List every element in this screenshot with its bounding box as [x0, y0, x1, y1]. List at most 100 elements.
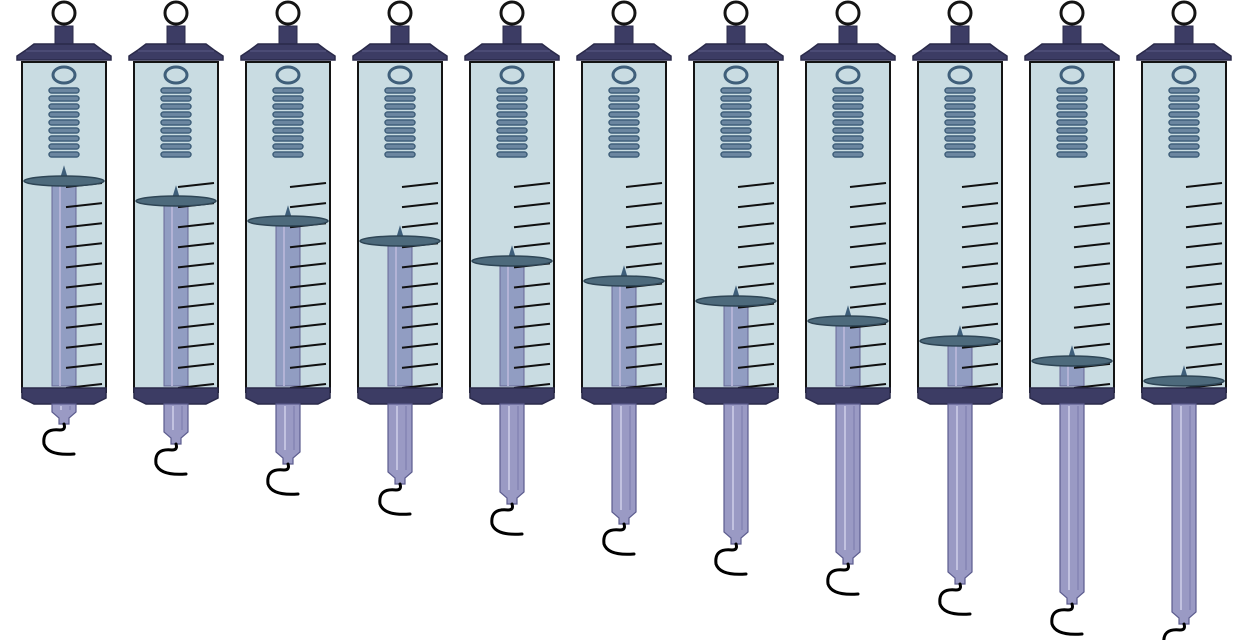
scale-tick: [849, 362, 887, 369]
top-cap: [464, 43, 560, 61]
scale-tick: [1185, 302, 1223, 309]
spring-coil: [720, 135, 752, 142]
scale-tick: [513, 242, 551, 249]
inner-rod: [723, 303, 749, 387]
scale-tick: [289, 362, 327, 369]
inner-rod: [947, 343, 973, 387]
spring-coil: [272, 119, 304, 126]
scale-tick: [177, 282, 215, 289]
top-cap: [576, 43, 672, 61]
hook: [42, 422, 76, 456]
spring-coil: [944, 127, 976, 134]
spring-coil: [496, 151, 528, 158]
cap-neck: [54, 25, 74, 45]
spring-coil: [272, 151, 304, 158]
scale-tick: [1185, 222, 1223, 229]
spring-coil: [160, 111, 192, 118]
scale-tick: [849, 342, 887, 349]
top-ring: [51, 0, 77, 26]
spring-coil: [272, 135, 304, 142]
scale-tick: [849, 202, 887, 209]
scale-tick: [65, 262, 103, 269]
hook: [154, 442, 188, 476]
bottom-cap: [1141, 387, 1227, 405]
scale-tick: [737, 202, 775, 209]
spring-coil: [1056, 119, 1088, 126]
bottom-cap: [1029, 387, 1115, 405]
scale-tick: [737, 262, 775, 269]
scale-tick: [737, 242, 775, 249]
spring-coil: [944, 135, 976, 142]
scale-tick: [1073, 282, 1111, 289]
spring-coil: [496, 135, 528, 142]
spring-ring: [1171, 65, 1197, 85]
top-cap: [352, 43, 448, 61]
scale-tick: [1073, 262, 1111, 269]
spring-coil: [720, 103, 752, 110]
bottom-cap: [133, 387, 219, 405]
plunger-disc: [359, 235, 441, 247]
spring-coil: [1168, 143, 1200, 150]
plunger-disc: [1143, 375, 1225, 387]
spring-coil: [832, 103, 864, 110]
spring-coil: [1056, 103, 1088, 110]
scale-tick: [1185, 262, 1223, 269]
spring-coil: [48, 87, 80, 94]
bottom-cap: [357, 387, 443, 405]
spring-coil: [48, 135, 80, 142]
spring-coil: [608, 127, 640, 134]
scale-tick: [1185, 322, 1223, 329]
spring-coil: [944, 111, 976, 118]
bottom-cap: [917, 387, 1003, 405]
spring-coil: [272, 87, 304, 94]
spring-coil: [160, 151, 192, 158]
spring-coil: [384, 143, 416, 150]
cap-neck: [278, 25, 298, 45]
scale-tick: [401, 362, 439, 369]
spring-coil: [1168, 87, 1200, 94]
top-cap: [912, 43, 1008, 61]
scale-tick: [1073, 182, 1111, 188]
scale-tick: [961, 322, 999, 329]
scale-tick: [625, 302, 663, 309]
scale-tick: [401, 262, 439, 269]
scale-tick: [1073, 242, 1111, 249]
spring-scale-10: [1024, 0, 1120, 636]
spring-coil: [1168, 103, 1200, 110]
scale-tick: [961, 182, 999, 188]
spring-coil: [944, 95, 976, 102]
plunger-disc: [247, 215, 329, 227]
spring-coil: [1168, 151, 1200, 158]
spring-coil: [1056, 135, 1088, 142]
top-cap: [1024, 43, 1120, 61]
spring-coil: [48, 119, 80, 126]
hook: [1162, 622, 1186, 640]
scale-tick: [1073, 202, 1111, 209]
scale-tick: [401, 302, 439, 309]
scale-tick: [401, 322, 439, 329]
spring-scale-2: [128, 0, 224, 476]
spring-ring: [723, 65, 749, 85]
spring-coil: [496, 127, 528, 134]
inner-rod: [611, 283, 637, 387]
pull-rod: [1171, 403, 1197, 625]
cap-neck: [166, 25, 186, 45]
pull-rod: [835, 403, 861, 565]
spring-coil: [160, 119, 192, 126]
spring-coil: [160, 95, 192, 102]
spring-coil: [384, 127, 416, 134]
scale-tick: [1185, 242, 1223, 249]
scale-tick: [849, 182, 887, 188]
spring-coil: [720, 143, 752, 150]
scale-tick: [1073, 222, 1111, 229]
spring-coil: [944, 143, 976, 150]
spring-coil: [48, 103, 80, 110]
spring-coil: [832, 111, 864, 118]
inner-rod: [835, 323, 861, 387]
hook: [1050, 602, 1084, 636]
scale-tick: [961, 302, 999, 309]
bottom-cap: [581, 387, 667, 405]
scale-tick: [1185, 362, 1223, 369]
scale-tick: [65, 322, 103, 329]
